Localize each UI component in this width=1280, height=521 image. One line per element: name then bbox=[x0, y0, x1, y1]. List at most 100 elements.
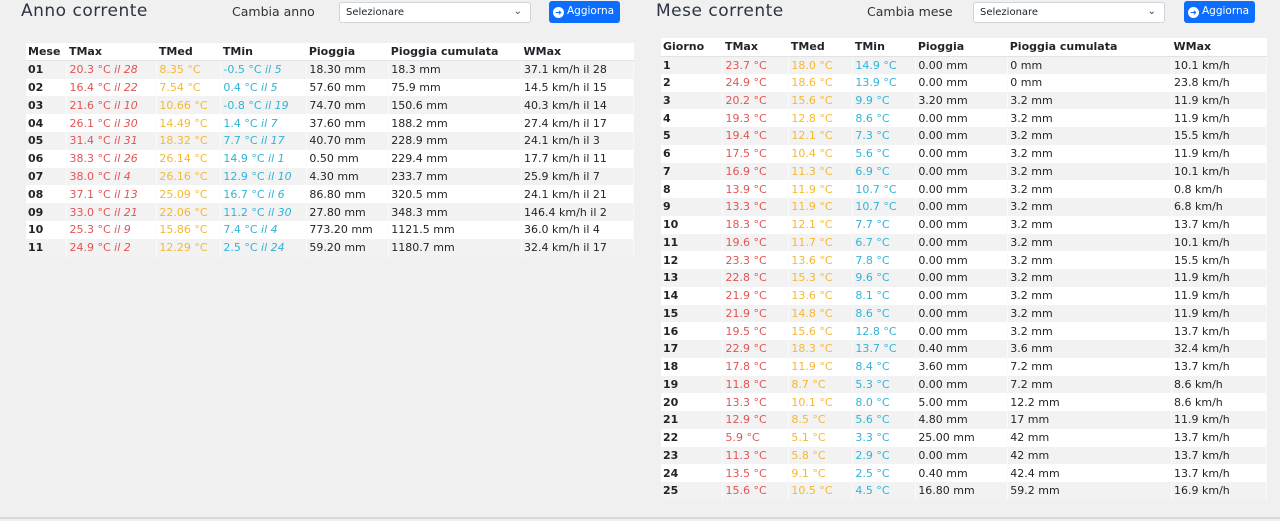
cumulative-rain-cell: 3.2 mm bbox=[1007, 144, 1173, 163]
tmin-day: il 1 bbox=[268, 152, 285, 166]
tmin-cell: 10.7 °C bbox=[852, 180, 917, 198]
tmax-value: 26.1 °C bbox=[69, 116, 111, 130]
table-row: 01 20.3 °C il 28 8.35 °C -0.5 °C il 5 18.30 … bbox=[26, 60, 634, 79]
wmax-cell: 0.8 km/h bbox=[1171, 180, 1267, 198]
tmin-day: il 30 bbox=[268, 205, 292, 219]
tmed-cell: 25.09 °C bbox=[156, 185, 222, 204]
cumulative-rain-cell: 150.6 mm bbox=[388, 96, 523, 115]
tmed-cell: 14.49 °C bbox=[156, 114, 222, 132]
tmax-value: 24.9 °C bbox=[69, 241, 111, 255]
tmax-day: il 28 bbox=[114, 63, 138, 77]
cumulative-rain-cell: 3.2 mm bbox=[1007, 251, 1173, 269]
month-update-button[interactable]: ➜ Aggiorna bbox=[1184, 1, 1256, 23]
tmax-value: 38.0 °C bbox=[69, 169, 111, 183]
tmax-cell: 11.3 °C bbox=[722, 446, 790, 465]
cumulative-rain-cell: 3.2 mm bbox=[1007, 286, 1173, 305]
tmin-day: il 5 bbox=[265, 63, 282, 77]
year-header: Anno corrente Cambia anno Selezionare ⌄ … bbox=[0, 0, 640, 28]
cumulative-rain-cell: 229.4 mm bbox=[388, 149, 523, 168]
tmin-cell: 4.5 °C bbox=[852, 482, 917, 500]
rain-cell: 0.00 mm bbox=[915, 109, 1009, 127]
year-table: Mese TMax TMed TMin Pioggia Pioggia cumulata W… bbox=[26, 43, 634, 257]
day-number: 20 bbox=[661, 393, 724, 411]
month-number: 06 bbox=[26, 149, 68, 168]
arrow-right-circle-icon: ➜ bbox=[553, 7, 564, 18]
tmax-cell: 21.9 °C bbox=[722, 286, 790, 305]
tmin-value: 12.9 °C bbox=[223, 169, 265, 183]
day-number: 19 bbox=[661, 375, 724, 394]
tmed-cell: 5.1 °C bbox=[788, 428, 854, 447]
table-row: 10 25.3 °C il 9 15.86 °C 7.4 °C il 4 773.20 … bbox=[26, 220, 634, 239]
day-number: 11 bbox=[661, 233, 724, 252]
table-row: 1 23.7 °C 18.0 °C 14.9 °C 0.00 mm 0 mm 10.1 km… bbox=[661, 56, 1267, 74]
tmin-cell: 8.6 °C bbox=[852, 304, 917, 323]
tmed-cell: 15.6 °C bbox=[788, 322, 854, 340]
rain-cell: 3.60 mm bbox=[915, 357, 1009, 376]
year-select-value: Selezionare bbox=[346, 7, 405, 18]
tmax-cell: 15.6 °C bbox=[722, 482, 790, 500]
tmed-cell: 11.9 °C bbox=[788, 198, 854, 216]
month-select[interactable]: Selezionare ⌄ bbox=[973, 2, 1165, 23]
wmax-cell: 27.4 km/h il 17 bbox=[521, 114, 634, 132]
cumulative-rain-cell: 1180.7 mm bbox=[388, 238, 523, 257]
tmax-cell: 5.9 °C bbox=[722, 428, 790, 447]
tmed-cell: 8.35 °C bbox=[156, 60, 222, 79]
table-row: 11 24.9 °C il 2 12.29 °C 2.5 °C il 24 59.20 … bbox=[26, 238, 634, 257]
change-month-label: Cambia mese bbox=[867, 4, 953, 19]
rain-cell: 74.70 mm bbox=[306, 96, 390, 115]
cumulative-rain-cell: 3.2 mm bbox=[1007, 304, 1173, 323]
table-row: 11 19.6 °C 11.7 °C 6.7 °C 0.00 mm 3.2 mm 10.1 … bbox=[661, 233, 1267, 252]
day-number: 21 bbox=[661, 411, 724, 429]
tmed-cell: 11.9 °C bbox=[788, 180, 854, 198]
cumulative-rain-cell: 42 mm bbox=[1007, 446, 1173, 465]
wmax-cell: 6.8 km/h bbox=[1171, 198, 1267, 216]
tmin-cell: 7.3 °C bbox=[852, 127, 917, 145]
column-header: TMin bbox=[220, 43, 307, 62]
tmin-cell: 3.3 °C bbox=[852, 428, 917, 447]
cumulative-rain-cell: 42.4 mm bbox=[1007, 464, 1173, 482]
tmin-value: 7.4 °C bbox=[223, 223, 258, 237]
month-title: Mese corrente bbox=[656, 1, 784, 21]
cumulative-rain-cell: 3.2 mm bbox=[1007, 91, 1173, 110]
wmax-cell: 24.1 km/h il 3 bbox=[521, 131, 634, 150]
wmax-cell: 15.5 km/h bbox=[1171, 127, 1267, 145]
table-row: 23 11.3 °C 5.8 °C 2.9 °C 0.00 mm 42 mm 13.7 km… bbox=[661, 446, 1267, 465]
tmax-cell: 19.6 °C bbox=[722, 233, 790, 252]
tmin-cell: 12.8 °C bbox=[852, 322, 917, 340]
rain-cell: 0.00 mm bbox=[915, 215, 1009, 234]
table-row: 22 5.9 °C 5.1 °C 3.3 °C 25.00 mm 42 mm 13.7 km… bbox=[661, 428, 1267, 447]
rain-cell: 4.30 mm bbox=[306, 167, 390, 186]
tmax-cell: 13.5 °C bbox=[722, 464, 790, 482]
day-number: 17 bbox=[661, 340, 724, 358]
wmax-cell: 11.9 km/h bbox=[1171, 411, 1267, 429]
day-number: 13 bbox=[661, 269, 724, 287]
tmin-cell: 16.7 °C il 6 bbox=[220, 185, 308, 204]
cumulative-rain-cell: 18.3 mm bbox=[388, 60, 523, 79]
table-row: 10 18.3 °C 12.1 °C 7.7 °C 0.00 mm 3.2 mm 13.7 … bbox=[661, 215, 1267, 234]
tmin-value: 14.9 °C bbox=[223, 152, 265, 166]
tmax-cell: 26.1 °C il 30 bbox=[66, 114, 158, 132]
tmin-cell: 2.5 °C il 24 bbox=[220, 238, 308, 257]
day-number: 15 bbox=[661, 304, 724, 323]
tmax-cell: 21.9 °C bbox=[722, 304, 790, 323]
column-header: TMax bbox=[722, 38, 789, 57]
cumulative-rain-cell: 75.9 mm bbox=[388, 78, 523, 97]
wmax-cell: 13.7 km/h bbox=[1171, 322, 1267, 340]
tmin-cell: 0.4 °C il 5 bbox=[220, 78, 308, 97]
rain-cell: 0.40 mm bbox=[915, 464, 1009, 482]
year-update-button[interactable]: ➜ Aggiorna bbox=[549, 1, 621, 23]
tmax-day: il 4 bbox=[114, 169, 131, 183]
tmed-cell: 18.0 °C bbox=[788, 56, 854, 74]
year-select[interactable]: Selezionare ⌄ bbox=[339, 2, 531, 23]
rain-cell: 0.00 mm bbox=[915, 375, 1009, 394]
table-row: 14 21.9 °C 13.6 °C 8.1 °C 0.00 mm 3.2 mm 11.9 … bbox=[661, 286, 1267, 305]
cumulative-rain-cell: 233.7 mm bbox=[388, 167, 523, 186]
wmax-cell: 13.7 km/h bbox=[1171, 446, 1267, 465]
table-row: 18 17.8 °C 11.9 °C 8.4 °C 3.60 mm 7.2 mm 13.7 … bbox=[661, 357, 1267, 376]
tmin-value: 16.7 °C bbox=[223, 187, 265, 201]
day-number: 1 bbox=[661, 56, 724, 74]
day-number: 12 bbox=[661, 251, 724, 269]
tmax-day: il 9 bbox=[114, 223, 131, 237]
tmax-value: 31.4 °C bbox=[69, 134, 111, 148]
cumulative-rain-cell: 1121.5 mm bbox=[388, 220, 523, 239]
